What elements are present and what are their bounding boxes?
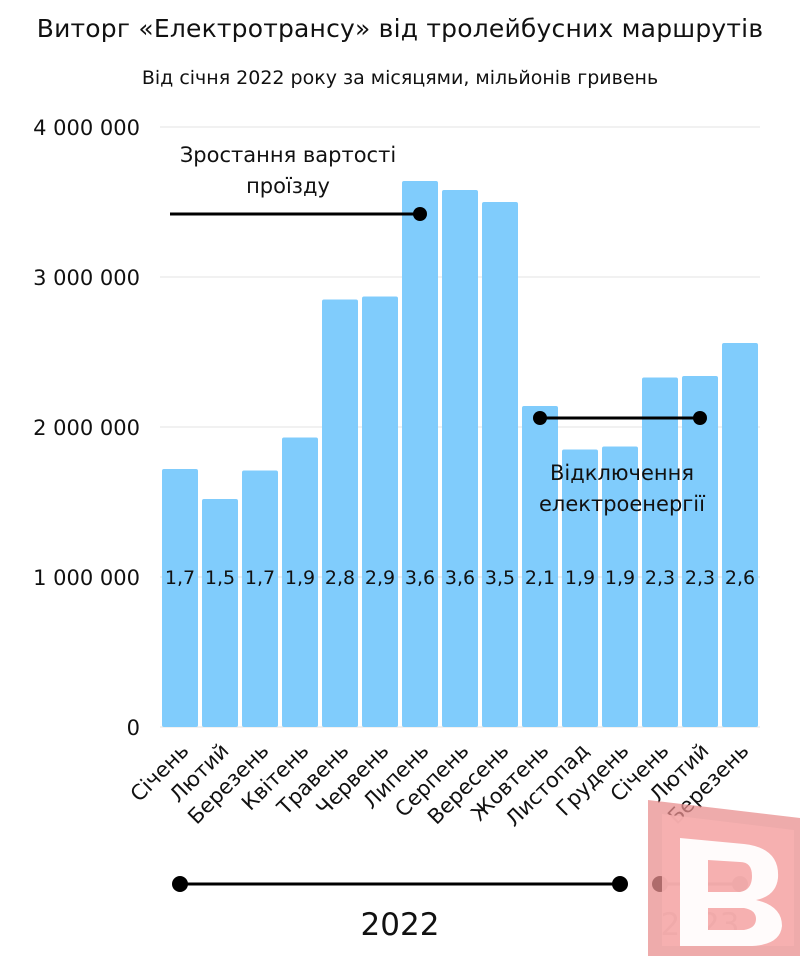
year-label: 2022 [361,907,440,943]
chart-title: Виторг «Електротрансу» від тролейбусних … [36,14,764,43]
data-label: 2,1 [525,567,555,589]
annotations: Зростання вартості проїзду Відключення елек… [170,143,707,516]
annotation-text: проїзду [246,174,330,198]
data-labels: 1,7 1,5 1,7 1,9 2,8 2,9 3,6 3,6 3,5 2,1 1,9 1,9 2,3 2… [165,567,755,589]
bar [642,377,678,727]
data-label: 3,5 [485,567,515,589]
logo-icon [648,800,800,956]
bar [682,376,718,727]
annotation-dot [533,411,547,425]
bar [482,202,518,727]
y-axis-ticks: 0 1 000 000 2 000 000 3 000 000 4 000 000 [33,116,140,740]
publisher-logo [648,800,800,956]
chart-subtitle: Від січня 2022 року за місяцями, мільйон… [141,67,659,89]
y-tick-label: 0 [127,716,140,740]
bars [162,181,758,727]
data-label: 2,3 [685,567,715,589]
bar [442,190,478,727]
bar [202,499,238,727]
data-label: 1,9 [565,567,595,589]
annotation-dot [693,411,707,425]
bar [722,343,758,727]
data-label: 1,7 [245,567,275,589]
bar [522,406,558,727]
annotation-text: Відключення [550,461,694,485]
bar [282,437,318,727]
y-tick-label: 1 000 000 [33,566,140,590]
data-label: 1,5 [205,567,235,589]
bar [362,296,398,727]
annotation-dot [413,207,427,221]
bar [562,449,598,727]
annotation-text: електроенергії [539,492,705,516]
y-tick-label: 3 000 000 [33,266,140,290]
bar [602,446,638,727]
data-label: 2,9 [365,567,395,589]
annotation-text: Зростання вартості [180,143,396,167]
data-label: 1,9 [285,567,315,589]
data-label: 3,6 [445,567,475,589]
year-dot [172,876,188,892]
data-label: 3,6 [405,567,435,589]
data-label: 1,7 [165,567,195,589]
y-tick-label: 4 000 000 [33,116,140,140]
bar [162,469,198,727]
data-label: 2,8 [325,567,355,589]
y-tick-label: 2 000 000 [33,416,140,440]
bar [242,470,278,727]
year-dot [612,876,628,892]
bar [322,299,358,727]
data-label: 2,3 [645,567,675,589]
data-label: 2,6 [725,567,755,589]
bar [402,181,438,727]
data-label: 1,9 [605,567,635,589]
